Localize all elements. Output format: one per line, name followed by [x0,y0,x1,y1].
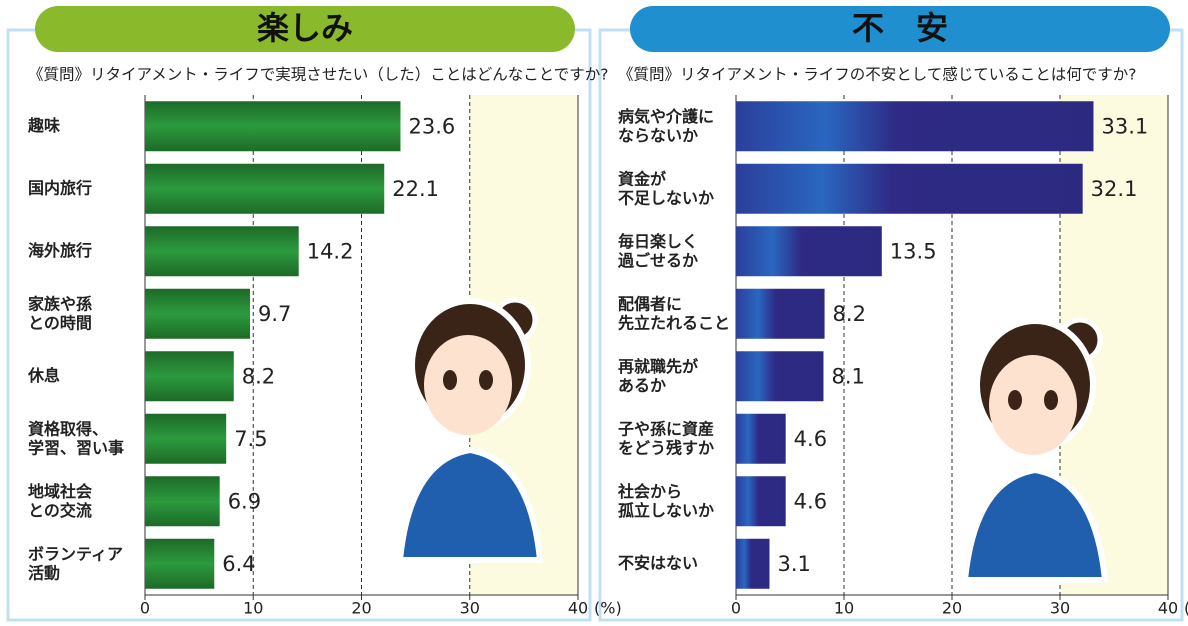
bar [736,351,824,402]
value-label: 3.1 [777,552,810,576]
category-label: 再就職先があるか [618,356,698,394]
value-label: 33.1 [1101,114,1148,138]
value-label: 6.9 [228,489,261,513]
x-tick-label: 20 [942,599,962,618]
category-label: 国内旅行 [28,178,92,197]
category-label: 休息 [27,366,60,385]
bar [145,101,401,152]
value-label: 4.6 [794,489,827,513]
bar [736,101,1094,152]
value-label: 22.1 [392,177,439,201]
category-label: 資格取得、学習、習い事 [28,419,124,457]
header [35,6,575,52]
bar [736,163,1083,214]
bar [736,226,882,277]
category-label: 配偶者に先立たれること [618,294,730,332]
bar [736,538,770,589]
value-label: 14.2 [307,239,354,263]
value-label: 32.1 [1091,177,1138,201]
value-label: 13.5 [890,239,937,263]
bar [145,538,215,589]
value-label: 4.6 [794,427,827,451]
character-body [961,466,1109,583]
chart-title: 不 安 [852,9,948,47]
bar [145,413,227,464]
category-label: 社会から孤立しないか [617,481,714,519]
subtitle: 《質問》リタイアメント・ライフで実現させたい（した）ことはどんなことですか? [28,66,609,84]
bar [736,413,786,464]
character-eye [1008,390,1022,410]
bar [736,476,786,527]
chart-title: 楽しみ [257,9,353,47]
bar [145,476,220,527]
category-label: 病気や介護にならないか [618,106,714,144]
category-label: 不安はない [618,553,698,572]
character-face [424,335,512,435]
x-tick-label: 0 [140,599,150,618]
character-eye [443,370,457,390]
bar [145,351,234,402]
header [630,6,1170,52]
bar [145,163,385,214]
bar [736,288,825,339]
character-eye [1044,390,1058,410]
x-unit: (%) [1184,599,1188,618]
x-tick-label: 0 [731,599,741,618]
subtitle: 《質問》リタイアメント・ライフの不安として感じていることは何ですか? [618,66,1137,84]
category-label: 子や孫に資産をどう残すか [618,419,714,457]
category-label: 趣味 [27,116,60,135]
value-label: 8.2 [242,364,275,388]
x-tick-label: 10 [243,599,263,618]
bar [145,226,299,277]
x-tick-label: 40 [568,599,588,618]
value-label: 8.1 [831,364,864,388]
x-tick-label: 20 [351,599,371,618]
category-label: 海外旅行 [28,241,92,260]
value-label: 7.5 [234,427,267,451]
character-body [396,446,544,563]
value-label: 23.6 [408,114,455,138]
value-label: 9.7 [258,302,291,326]
character-face [989,355,1077,455]
bar [145,288,251,339]
value-label: 8.2 [833,302,866,326]
x-tick-label: 30 [460,599,480,618]
x-tick-label: 40 [1158,599,1178,618]
x-tick-label: 10 [834,599,854,618]
category-label: 地域社会との交流 [28,481,92,519]
category-label: 家族や孫との時間 [28,294,92,332]
x-tick-label: 30 [1050,599,1070,618]
value-label: 6.4 [222,552,255,576]
character-eye [479,370,493,390]
category-label: 資金が不足しないか [618,169,714,207]
category-label: 毎日楽しく過ごせるか [617,231,698,269]
x-unit: (%) [594,599,622,618]
category-label: ボランティア活動 [28,544,123,582]
